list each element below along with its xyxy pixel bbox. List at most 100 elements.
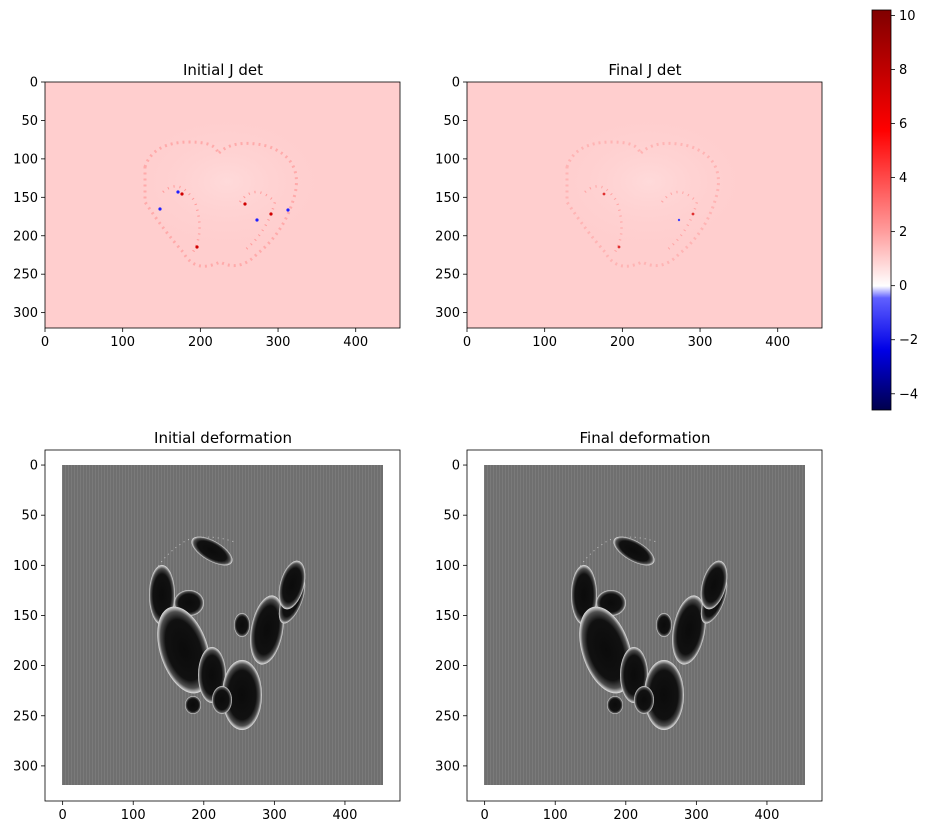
x-tick-label: 0 <box>59 808 67 823</box>
x-tick-label: 300 <box>688 335 713 350</box>
x-tick-label: 400 <box>343 335 368 350</box>
heatmap-features <box>117 107 337 268</box>
colorbar-frame <box>871 9 892 411</box>
y-tick-label: 50 <box>21 114 38 129</box>
x-tick-label: 100 <box>532 335 557 350</box>
y-tick-label: 200 <box>435 229 460 244</box>
panel-final-deformation: Final deformation 0 100 200 300 400 05 <box>435 429 823 823</box>
blob <box>644 660 684 730</box>
blob <box>250 595 284 665</box>
x-tick-label: 200 <box>188 335 213 350</box>
plot-area <box>484 465 805 785</box>
speckle-red <box>195 245 199 249</box>
y-tick-label: 100 <box>435 152 460 167</box>
skull-outline-speckles <box>565 140 720 268</box>
colorbar: −4 −2 0 2 4 6 8 10 <box>871 9 918 411</box>
y-tick-label: 250 <box>13 709 38 724</box>
y-axis: 0 50 100 150 200 250 300 <box>435 459 467 774</box>
speckle-red <box>180 192 184 196</box>
speckle-blue <box>158 207 162 211</box>
speckle-red <box>617 245 621 249</box>
deformation-blobs <box>149 536 306 730</box>
axes-frame <box>466 449 823 802</box>
heatmap-features <box>539 107 759 268</box>
blob <box>157 606 211 694</box>
blob <box>656 613 672 637</box>
blob <box>672 595 706 665</box>
colorbar-tick-label: 10 <box>899 9 916 24</box>
colorbar-gradient <box>872 10 891 410</box>
blob <box>607 696 623 714</box>
colorbar-axis: −4 −2 0 2 4 6 8 10 <box>891 9 918 402</box>
y-tick-label: 150 <box>435 609 460 624</box>
panel-initial-j-det: Initial J det 0 100 200 300 400 0 50 100 150 200… <box>13 61 401 350</box>
x-tick-label: 0 <box>41 335 49 350</box>
inner-speckles <box>162 185 277 253</box>
colorbar-tick-label: 8 <box>899 63 907 78</box>
y-tick-label: 50 <box>443 114 460 129</box>
x-tick-label: 100 <box>543 808 568 823</box>
y-tick-label: 300 <box>13 759 38 774</box>
x-tick-label: 400 <box>755 808 780 823</box>
x-tick-label: 100 <box>121 808 146 823</box>
y-tick-label: 0 <box>30 459 38 474</box>
x-tick-label: 200 <box>610 335 635 350</box>
x-tick-label: 300 <box>684 808 709 823</box>
y-axis: 0 50 100 150 200 250 300 <box>13 459 45 774</box>
panel-initial-deformation: Initial deformation 0 100 200 300 400 <box>13 429 401 823</box>
blob <box>634 686 654 714</box>
x-tick-label: 300 <box>266 335 291 350</box>
colorbar-tick-label: 0 <box>899 279 907 294</box>
speckle-red <box>691 212 695 216</box>
y-tick-label: 0 <box>30 76 38 91</box>
blob <box>191 536 233 566</box>
speckle-red <box>269 212 273 216</box>
y-tick-label: 300 <box>435 759 460 774</box>
x-axis: 0 100 200 300 400 <box>41 328 368 350</box>
x-tick-label: 400 <box>765 335 790 350</box>
deformation-grid <box>484 465 805 785</box>
x-tick-label: 100 <box>110 335 135 350</box>
y-tick-label: 50 <box>443 509 460 524</box>
x-tick-label: 300 <box>262 808 287 823</box>
colorbar-tick-label: −4 <box>899 387 918 402</box>
y-tick-label: 150 <box>13 609 38 624</box>
y-tick-label: 250 <box>435 709 460 724</box>
speckle-red <box>602 192 606 196</box>
blob <box>613 536 655 566</box>
y-tick-label: 150 <box>435 191 460 206</box>
y-tick-label: 300 <box>13 306 38 321</box>
y-tick-label: 200 <box>13 659 38 674</box>
axes-frame <box>44 81 401 329</box>
plot-area <box>62 465 383 785</box>
chart-title: Initial J det <box>183 61 263 79</box>
inner-speckles <box>584 185 699 253</box>
speckle-blue <box>255 218 259 222</box>
y-tick-label: 250 <box>13 268 38 283</box>
x-axis: 0 100 200 300 400 <box>59 801 358 823</box>
axes-frame <box>466 81 823 329</box>
blob <box>185 696 201 714</box>
y-tick-label: 150 <box>13 191 38 206</box>
x-tick-label: 200 <box>191 808 216 823</box>
y-axis: 0 50 100 150 200 250 300 <box>435 76 467 321</box>
blob <box>222 660 262 730</box>
chart-title: Final J det <box>608 61 681 79</box>
x-tick-label: 400 <box>333 808 358 823</box>
blob <box>234 613 250 637</box>
speckle-blue <box>176 190 180 194</box>
y-tick-label: 100 <box>13 559 38 574</box>
y-tick-label: 100 <box>13 152 38 167</box>
axes-frame <box>44 449 401 802</box>
colorbar-tick-label: 2 <box>899 225 907 240</box>
blob <box>212 686 232 714</box>
y-tick-label: 50 <box>21 509 38 524</box>
colorbar-tick-label: 6 <box>899 117 907 132</box>
y-tick-label: 300 <box>435 306 460 321</box>
soft-glow <box>117 107 337 257</box>
blob <box>278 560 306 610</box>
y-tick-label: 0 <box>452 459 460 474</box>
x-tick-label: 0 <box>481 808 489 823</box>
panel-final-j-det: Final J det 0 100 200 300 400 0 50 100 150 200 25… <box>435 61 823 350</box>
